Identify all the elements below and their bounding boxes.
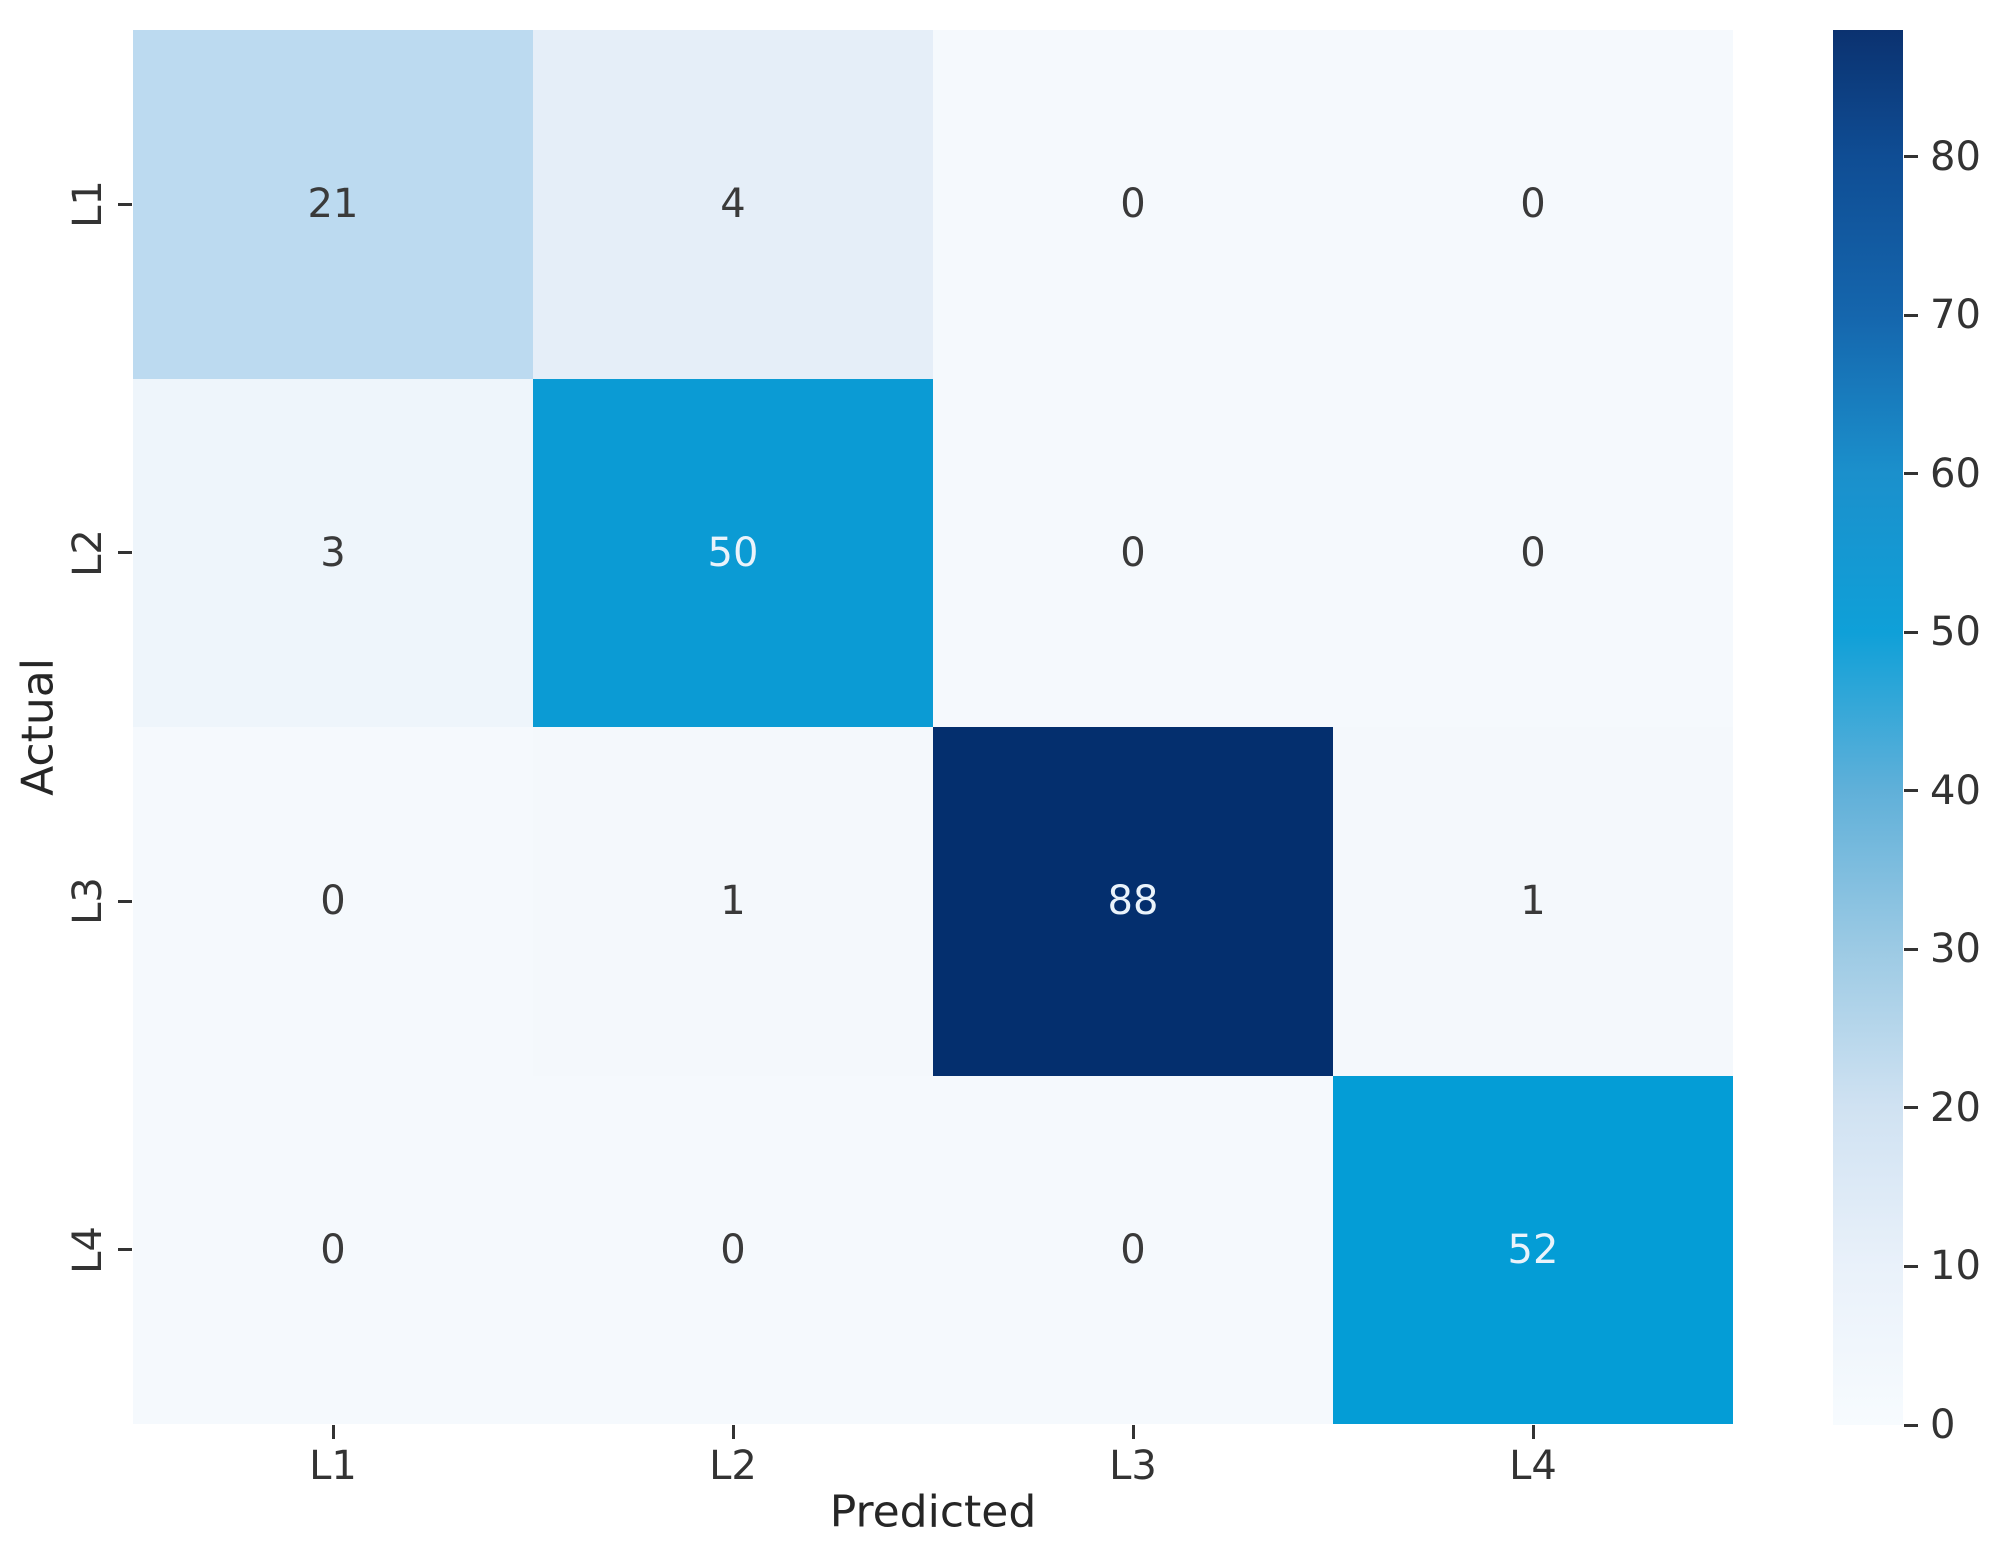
y-tick-mark xyxy=(118,1248,132,1252)
heatmap-cell: 3 xyxy=(133,378,533,727)
colorbar-tick-label: 40 xyxy=(1930,767,1981,814)
x-axis-tick-label: L1 xyxy=(309,1443,357,1489)
heatmap-cell: 0 xyxy=(533,1075,933,1424)
colorbar-tick-label: 70 xyxy=(1930,292,1981,339)
y-tick-mark xyxy=(118,202,132,206)
x-axis-tick-label: L4 xyxy=(1509,1443,1557,1489)
heatmap-cell: 0 xyxy=(1333,30,1733,379)
y-tick-mark xyxy=(118,551,132,555)
heatmap-cell: 50 xyxy=(533,378,933,727)
heatmap-cell: 52 xyxy=(1333,1075,1733,1424)
colorbar-tick-mark xyxy=(1904,1423,1918,1427)
y-axis-title: Actual xyxy=(12,658,64,796)
colorbar-tick-mark xyxy=(1904,472,1918,476)
colorbar-gradient xyxy=(1833,30,1903,1425)
y-tick-mark xyxy=(118,899,132,903)
x-tick-mark xyxy=(1131,1425,1135,1439)
heatmap-cell: 0 xyxy=(933,378,1333,727)
heatmap-grid: 21 4 0 0 3 50 0 0 0 1 88 1 0 0 0 52 xyxy=(133,30,1733,1424)
heatmap-cell: 0 xyxy=(1333,378,1733,727)
heatmap-cell: 0 xyxy=(133,1075,533,1424)
colorbar-tick-mark xyxy=(1904,1264,1918,1268)
colorbar-tick-label: 60 xyxy=(1930,450,1981,497)
x-axis-tick-label: L2 xyxy=(709,1443,757,1489)
y-axis-tick-label: L4 xyxy=(65,1225,111,1274)
heatmap-cell: 0 xyxy=(933,1075,1333,1424)
colorbar-tick-mark xyxy=(1904,789,1918,793)
colorbar-tick-mark xyxy=(1904,155,1918,159)
heatmap-cell: 88 xyxy=(933,727,1333,1076)
colorbar-tick-mark xyxy=(1904,947,1918,951)
heatmap-cell: 21 xyxy=(133,30,533,379)
colorbar-tick-label: 50 xyxy=(1930,609,1981,656)
x-tick-mark xyxy=(1531,1425,1535,1439)
heatmap-cell: 1 xyxy=(1333,727,1733,1076)
colorbar-tick-mark xyxy=(1904,630,1918,634)
colorbar-tick-mark xyxy=(1904,1106,1918,1110)
colorbar-tick-label: 80 xyxy=(1930,133,1981,180)
colorbar-tick-label: 0 xyxy=(1930,1402,1956,1448)
heatmap-cell: 4 xyxy=(533,30,933,379)
colorbar-tick-label: 20 xyxy=(1930,1084,1981,1131)
x-axis-title: Predicted xyxy=(829,1486,1037,1538)
y-axis-tick-label: L2 xyxy=(65,528,111,577)
heatmap-cell: 1 xyxy=(533,727,933,1076)
heatmap-cell: 0 xyxy=(133,727,533,1076)
heatmap-cell: 0 xyxy=(933,30,1333,379)
x-axis-tick-label: L3 xyxy=(1109,1443,1157,1489)
colorbar-tick-label: 10 xyxy=(1930,1243,1981,1290)
y-axis-tick-label: L3 xyxy=(65,877,111,926)
x-tick-mark xyxy=(731,1425,735,1439)
x-tick-mark xyxy=(331,1425,335,1439)
colorbar-tick-label: 30 xyxy=(1930,926,1981,973)
y-axis-tick-label: L1 xyxy=(65,180,111,229)
colorbar-tick-mark xyxy=(1904,313,1918,317)
